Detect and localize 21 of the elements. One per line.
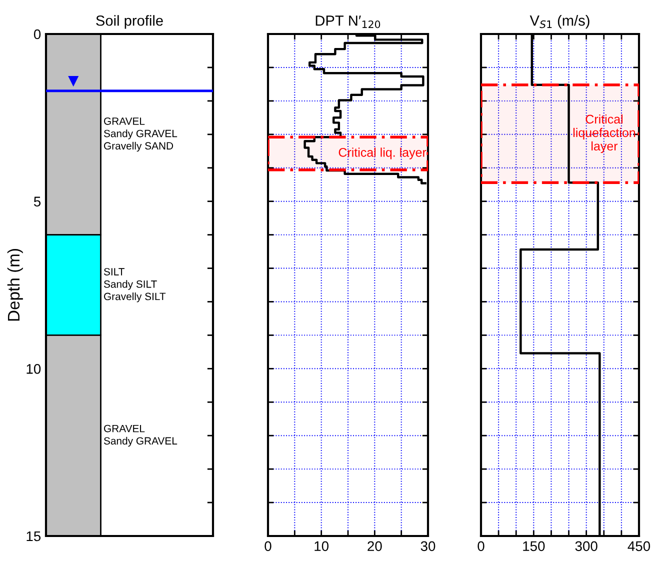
chart-title: Soil profile: [96, 15, 163, 29]
x-tick-label: 0: [264, 541, 272, 552]
x-tick-label: 450: [628, 541, 650, 552]
y-axis-title: Depth (m): [7, 248, 23, 321]
band-label: Critical liquefaction layer: [573, 114, 636, 154]
y-tick-label: 0: [34, 29, 41, 40]
x-tick-label: 0: [478, 541, 484, 552]
chart-title: DPT N′$_{120}$: [316, 16, 380, 28]
x-tick-label: 30: [420, 541, 436, 552]
x-tick-label: 150: [523, 541, 545, 552]
y-tick-label: 15: [26, 531, 41, 542]
text: GRAVEL Sandy GRAVEL: [104, 424, 178, 447]
x-tick-label: 10: [314, 541, 329, 552]
text: GRAVEL Sandy GRAVEL Gravelly SAND: [104, 117, 178, 152]
y-tick-label: 5: [34, 196, 41, 207]
chart-title: V$_{S1}$ (m/s): [530, 15, 590, 29]
x-tick-label: 20: [368, 541, 382, 552]
text: SILT Sandy SILT Gravelly SILT: [104, 268, 166, 302]
band-label: Critical liq. layer: [338, 148, 426, 160]
x-tick-label: 300: [575, 541, 598, 552]
y-tick-label: 10: [26, 364, 41, 374]
